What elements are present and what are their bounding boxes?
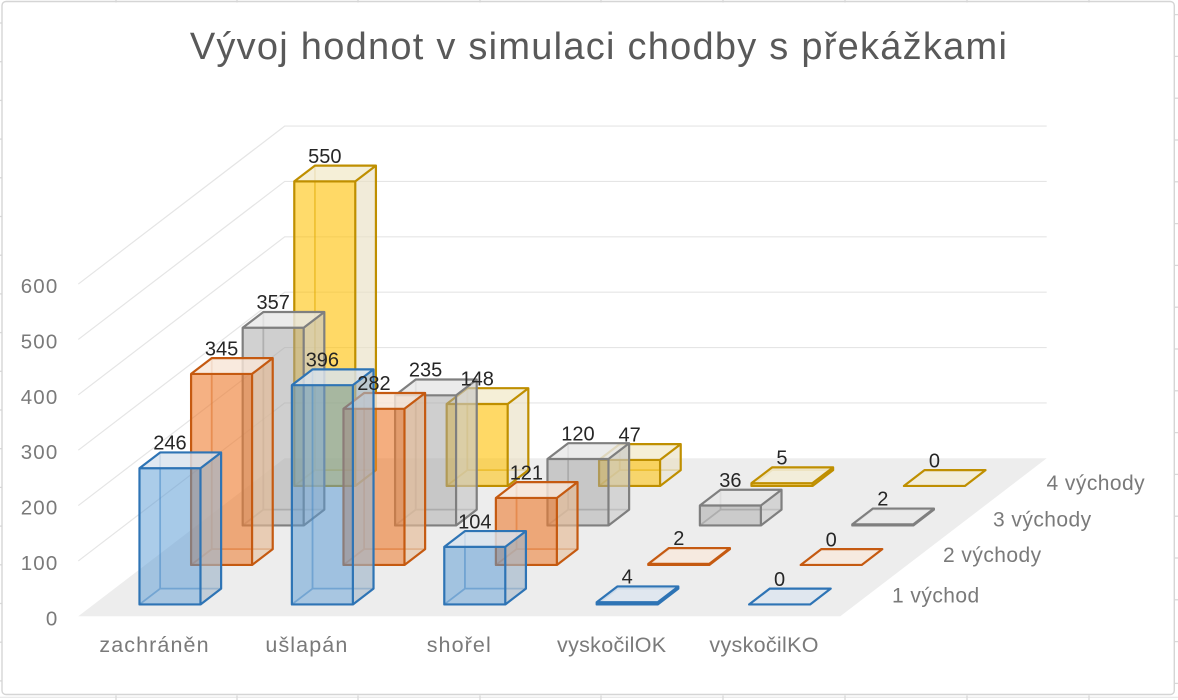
svg-text:550: 550 [308,146,341,168]
svg-text:4 východy: 4 východy [1047,472,1146,495]
svg-text:282: 282 [357,373,390,395]
svg-text:5: 5 [776,448,787,470]
svg-text:104: 104 [458,511,491,533]
svg-text:0: 0 [826,529,837,551]
svg-text:200: 200 [21,497,59,520]
svg-text:shořel: shořel [427,633,492,657]
svg-text:1 východ: 1 východ [892,585,980,608]
svg-text:400: 400 [21,386,59,409]
svg-text:2: 2 [877,489,888,511]
svg-text:345: 345 [205,338,238,360]
svg-text:0: 0 [929,450,940,472]
svg-text:396: 396 [306,350,339,372]
svg-text:600: 600 [21,275,59,298]
svg-text:4: 4 [622,567,633,589]
svg-text:235: 235 [409,360,442,382]
svg-text:47: 47 [618,424,640,446]
svg-text:100: 100 [21,552,59,575]
svg-text:zachráněn: zachráněn [99,633,209,657]
svg-text:Vývoj hodnot v simulaci chodby: Vývoj hodnot v simulaci chodby s překážk… [190,26,1008,68]
svg-text:148: 148 [460,368,493,390]
svg-text:vyskočilKO: vyskočilKO [709,633,818,657]
svg-text:120: 120 [561,423,594,445]
svg-text:246: 246 [153,433,186,455]
svg-text:357: 357 [256,292,289,314]
svg-text:ušlapán: ušlapán [265,633,348,657]
svg-text:0: 0 [46,607,59,630]
svg-text:36: 36 [719,470,741,492]
svg-text:500: 500 [21,330,59,353]
svg-text:vyskočilOK: vyskočilOK [557,633,667,657]
svg-text:2 východy: 2 východy [943,544,1042,567]
svg-text:300: 300 [21,441,59,464]
svg-text:2: 2 [673,528,684,550]
svg-text:0: 0 [774,569,785,591]
svg-text:121: 121 [510,462,543,484]
svg-text:3 východy: 3 východy [993,509,1092,532]
